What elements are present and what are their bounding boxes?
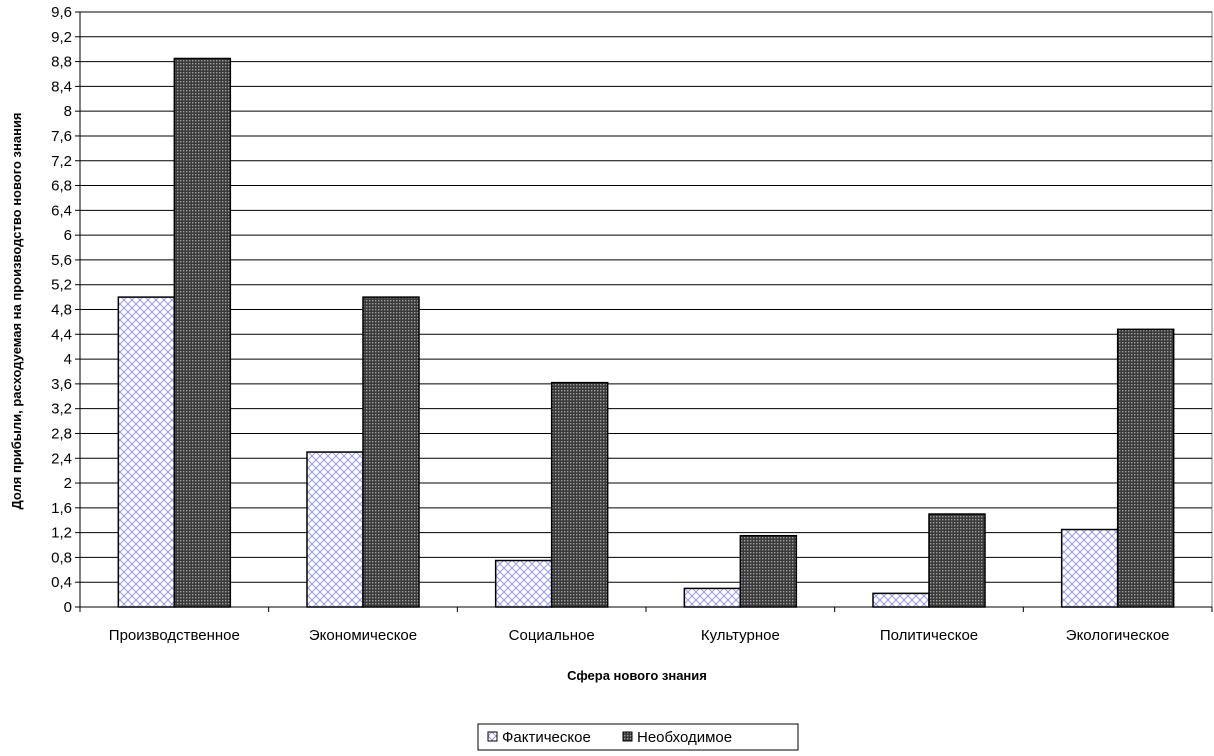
legend-frame (477, 723, 799, 751)
y-tick-labels: 0 0,4 0,8 1,2 1,6 2 2,4 2,8 3,2 3,6 4 4,4 4,8 5,2 5,6 6… (51, 4, 72, 616)
legend-swatch-required (622, 731, 633, 742)
y-tick-label: 2,4 (51, 450, 72, 467)
y-tick-label: 8,8 (51, 54, 72, 71)
bar-required-5 (928, 513, 986, 608)
y-tick-label: 4 (64, 351, 72, 368)
bar-required-2 (362, 296, 420, 608)
y-tick-label: 3,2 (51, 401, 72, 418)
y-axis-label: Доля прибыли, расходуемая на производств… (9, 112, 24, 509)
legend-swatch-actual (487, 731, 498, 742)
bar-required-3 (550, 381, 609, 608)
gridlines (79, 11, 1213, 608)
y-tick-label: 5,2 (51, 277, 72, 294)
bar-actual-5 (872, 592, 930, 608)
y-tick-label: 0 (64, 599, 72, 616)
y-tick-label: 0,4 (51, 574, 72, 591)
y-tick-label: 6 (64, 227, 72, 244)
y-tick-label: 1,6 (51, 500, 72, 517)
x-tick-label: Культурное (701, 627, 780, 644)
y-tick-label: 7,2 (51, 153, 72, 170)
x-tick-label: Социальное (509, 627, 595, 644)
x-tick-label: Политическое (880, 627, 978, 644)
bar-actual-4 (683, 587, 742, 608)
x-tick-label: Производственное (109, 627, 240, 644)
y-tick-label: 2,8 (51, 425, 72, 442)
x-tick-labels: Производственное Экономическое Социальное К… (109, 627, 1170, 644)
bar-actual-3 (494, 559, 553, 608)
bar-actual-1 (117, 296, 176, 608)
y-tick-label: 8,4 (51, 78, 72, 95)
legend-label-actual: Фактическое (502, 729, 591, 746)
legend: Фактическое Необходимое (477, 723, 799, 751)
axes (75, 11, 1213, 612)
x-axis-label: Сфера нового знания (567, 668, 707, 683)
y-tick-label: 6,8 (51, 178, 72, 195)
y-tick-label: 9,2 (51, 29, 72, 46)
bars (117, 57, 1175, 608)
y-tick-label: 1,2 (51, 525, 72, 542)
x-tick-label: Экономическое (309, 627, 417, 644)
y-tick-label: 3,6 (51, 376, 72, 393)
bar-actual-6 (1060, 528, 1119, 608)
y-tick-label: 4,8 (51, 302, 72, 319)
bar-required-1 (173, 57, 232, 608)
bar-actual-2 (306, 451, 364, 608)
y-tick-label: 8 (64, 103, 72, 120)
y-tick-label: 9,6 (51, 4, 72, 21)
y-tick-label: 6,4 (51, 202, 72, 219)
x-tick-label: Экологическое (1066, 627, 1170, 644)
y-tick-label: 7,6 (51, 128, 72, 145)
y-tick-label: 5,6 (51, 252, 72, 269)
legend-label-required: Необходимое (637, 729, 732, 746)
y-tick-label: 2 (64, 475, 72, 492)
y-tick-label: 0,8 (51, 549, 72, 566)
bar-required-4 (739, 534, 798, 608)
y-tick-label: 4,4 (51, 326, 72, 343)
bar-required-6 (1116, 328, 1175, 608)
